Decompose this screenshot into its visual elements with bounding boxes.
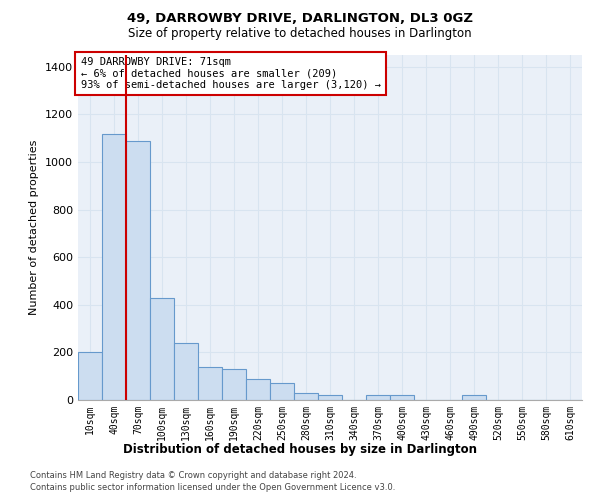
Bar [294, 393, 318, 400]
Bar [366, 395, 390, 400]
Text: Distribution of detached houses by size in Darlington: Distribution of detached houses by size … [123, 442, 477, 456]
Bar [246, 378, 270, 400]
Bar [270, 384, 294, 400]
Bar [462, 395, 486, 400]
Bar [222, 369, 246, 400]
Text: Size of property relative to detached houses in Darlington: Size of property relative to detached ho… [128, 28, 472, 40]
Bar [390, 395, 414, 400]
Bar [150, 298, 174, 400]
Bar [198, 366, 222, 400]
Bar [78, 352, 102, 400]
Text: Contains public sector information licensed under the Open Government Licence v3: Contains public sector information licen… [30, 482, 395, 492]
Text: 49 DARROWBY DRIVE: 71sqm
← 6% of detached houses are smaller (209)
93% of semi-d: 49 DARROWBY DRIVE: 71sqm ← 6% of detache… [80, 56, 380, 90]
Bar [102, 134, 126, 400]
Y-axis label: Number of detached properties: Number of detached properties [29, 140, 40, 315]
Bar [318, 395, 342, 400]
Bar [174, 343, 198, 400]
Text: 49, DARROWBY DRIVE, DARLINGTON, DL3 0GZ: 49, DARROWBY DRIVE, DARLINGTON, DL3 0GZ [127, 12, 473, 26]
Text: Contains HM Land Registry data © Crown copyright and database right 2024.: Contains HM Land Registry data © Crown c… [30, 471, 356, 480]
Bar [126, 140, 150, 400]
